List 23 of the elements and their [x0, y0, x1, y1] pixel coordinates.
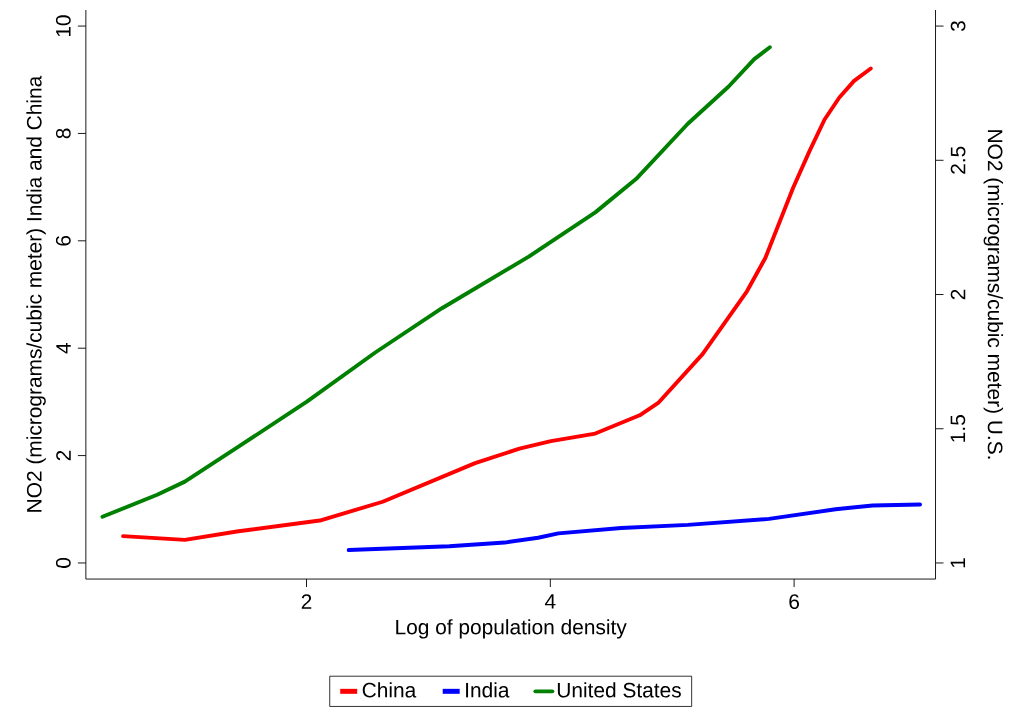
x-tick-label: 2	[301, 594, 312, 609]
legend-label: India	[466, 682, 510, 698]
y-tick-label: 8	[55, 128, 71, 139]
y-tick-label: 10	[55, 15, 71, 37]
x-tick-label: 4	[544, 594, 556, 609]
line-series	[100, 45, 772, 519]
y2-tick-label: 3	[950, 21, 966, 32]
y-tick-label: 0	[55, 558, 71, 569]
y2-tick-label: 1	[950, 558, 966, 568]
line-series	[346, 502, 922, 553]
y-axis-title: NO2 (micrograms/cubic meter) India and China	[26, 75, 46, 512]
x-tick-label: 6	[789, 594, 800, 610]
y-tick-label: 4	[56, 343, 71, 354]
y2-tick-label: 2.5	[950, 146, 966, 174]
x-axis-title: Log of population density	[396, 619, 627, 639]
y2-axis-title: NO2 (micrograms/cubic meter) U.S.	[983, 130, 1004, 459]
y2-tick-label: 2	[950, 289, 966, 300]
y-tick-label: 6	[55, 236, 71, 246]
legend-label: China	[362, 682, 417, 698]
line-series	[121, 66, 873, 542]
y-tick-label: 2	[56, 450, 71, 461]
y2-tick-label: 1.5	[950, 415, 966, 442]
legend-label: United States	[557, 682, 681, 698]
